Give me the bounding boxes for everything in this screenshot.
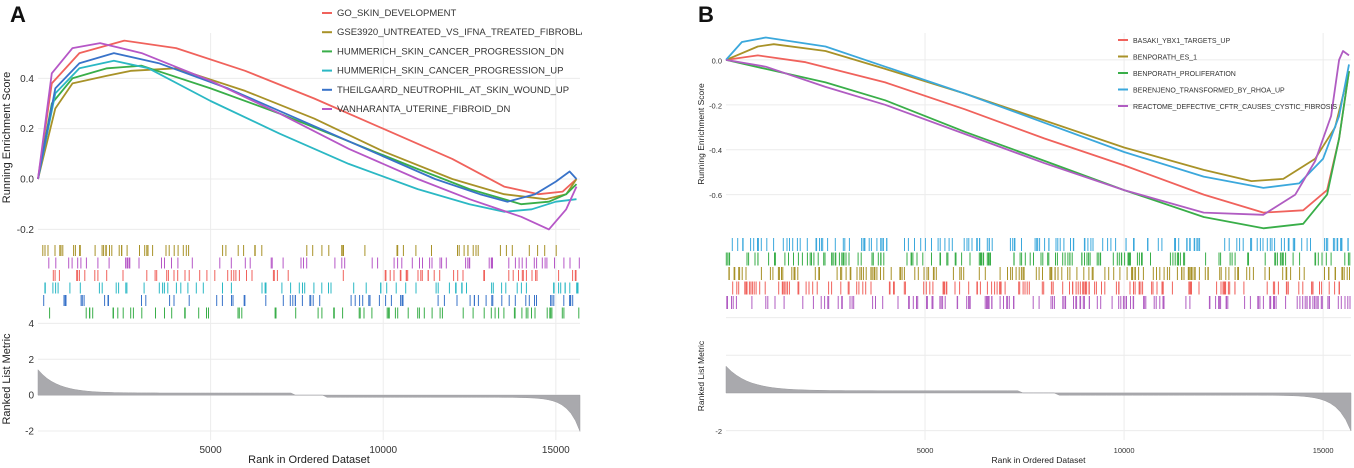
es-line-reactome-defective-cftr-causes-cystic-fibrosis (725, 50, 1350, 216)
es-y-tick-label: -0.2 (17, 225, 35, 236)
legend-label: HUMMERICH_SKIN_CANCER_PROGRESSION_DN (337, 46, 564, 57)
es-y-tick-label: -0.4 (709, 146, 722, 155)
legend: GO_SKIN_DEVELOPMENT GSE3920_UNTREATED_VS_… (322, 8, 588, 115)
legend-label: GSE3920_UNTREATED_VS_IFNA_TREATED_FIBROB… (337, 27, 588, 38)
rug-row (49, 307, 580, 319)
legend-label: REACTOME_DEFECTIVE_CFTR_CAUSES_CYSTIC_FI… (1133, 104, 1337, 111)
es-line-hummerich-skin-cancer-progression-dn (37, 64, 578, 206)
x-tick-label: 5000 (199, 445, 222, 456)
rug-row (48, 257, 580, 269)
metric-y-tick-label: -2 (25, 427, 34, 438)
es-line-berenjeno-transformed-by-rhoa-up (725, 36, 1350, 189)
y-axis-title-metric: Ranked List Metric (696, 340, 706, 411)
panel-b: B 0.0 -0.2 -0.4 -0.6 -2 5000 10000 15000 Rank in … (696, 2, 1352, 465)
es-y-tick-label: 0.2 (20, 124, 34, 135)
legend-label: HUMMERICH_SKIN_CANCER_PROGRESSION_UP (337, 66, 563, 77)
rug-row (731, 238, 1349, 251)
es-y-tick-label: -0.6 (709, 191, 722, 200)
rug-row (726, 296, 1351, 309)
y-axis-title-metric: Ranked List Metric (1, 333, 13, 425)
panel-label: B (698, 2, 714, 27)
ranked-metric-area (37, 369, 581, 432)
es-line-vanharanta-uterine-fibroid-dn (37, 42, 578, 231)
metric-y-tick-label: 0 (28, 391, 34, 402)
panel-label: A (10, 2, 26, 27)
x-tick-label: 10000 (1114, 446, 1135, 455)
rug-row (44, 282, 579, 294)
x-tick-label: 15000 (1313, 446, 1334, 455)
legend-label: BENPORATH_PROLIFERATION (1133, 71, 1236, 78)
x-tick-label: 15000 (542, 445, 570, 456)
es-line-basaki-ybx1-targets-up (725, 54, 1350, 214)
x-tick-label: 5000 (917, 446, 934, 455)
ranked-metric-area (725, 365, 1352, 432)
es-y-tick-label: 0.4 (20, 74, 34, 85)
y-axis-title-es: Running Enrichment Score (696, 83, 706, 185)
metric-y-tick-label: 4 (28, 319, 34, 330)
metric-y-tick-label: -2 (715, 427, 722, 436)
legend: BASAKI_YBX1_TARGETS_UP BENPORATH_ES_1 BENP… (1118, 38, 1337, 111)
rug-row (728, 267, 1350, 280)
metric-y-tick-label: 2 (28, 355, 34, 366)
legend-label: BENPORATH_ES_1 (1133, 55, 1197, 62)
x-tick-label: 10000 (369, 445, 397, 456)
x-axis-title: Rank in Ordered Dataset (991, 455, 1086, 463)
panel-a: A 0.4 0.2 0.0 -0.2 4 2 0 -2 5000 10000 15000 Rank in… (1, 2, 588, 466)
rug-row (42, 245, 557, 256)
legend-label: BASAKI_YBX1_TARGETS_UP (1133, 38, 1230, 45)
rug-row (732, 281, 1340, 295)
es-line-gse3920-untreated-vs-ifna-treated-fibroblast-dn (37, 67, 578, 201)
rug-row (52, 270, 577, 281)
es-y-tick-label: 0.0 (20, 175, 34, 186)
y-axis-title-es: Running Enrichment Score (1, 72, 13, 203)
x-axis-title: Rank in Ordered Dataset (248, 454, 370, 463)
es-y-tick-label: 0.0 (712, 56, 722, 65)
rug-row (43, 295, 574, 306)
es-line-go-skin-development (37, 39, 578, 196)
legend-label: VANHARANTA_UTERINE_FIBROID_DN (337, 104, 510, 115)
es-line-hummerich-skin-cancer-progression-up (37, 59, 577, 213)
rug-row (725, 252, 1351, 266)
es-line-theilgaard-neutrophil-at-skin-wound-up (37, 52, 578, 203)
legend-label: THEILGAARD_NEUTROPHIL_AT_SKIN_WOUND_UP (337, 85, 569, 96)
legend-label: GO_SKIN_DEVELOPMENT (337, 8, 457, 19)
es-line-benporath-es-1 (725, 43, 1350, 182)
es-y-tick-label: -0.2 (709, 101, 722, 110)
legend-label: BERENJENO_TRANSFORMED_BY_RHOA_UP (1133, 88, 1285, 95)
